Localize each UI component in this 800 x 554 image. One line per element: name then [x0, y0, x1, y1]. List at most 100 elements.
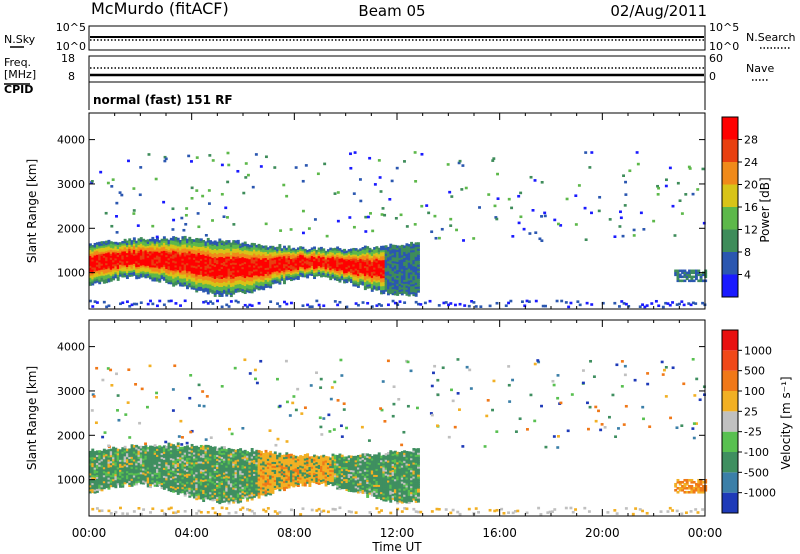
power-cell: [229, 274, 233, 278]
velocity-cell: [232, 491, 236, 494]
power-cell: [412, 261, 416, 265]
power-cell: [326, 251, 330, 254]
velocity-cell: [151, 463, 155, 467]
velocity-cell: [213, 446, 217, 449]
velocity-cell: [160, 448, 164, 452]
velocity-cell: [216, 476, 219, 479]
velocity-cell: [232, 483, 236, 486]
power-cell: [338, 278, 342, 281]
velocity-cell: [213, 476, 217, 479]
power-cell: [412, 247, 416, 251]
power-cell: [151, 264, 155, 268]
power-cell: [405, 273, 409, 276]
power-cell: [375, 258, 379, 261]
power-cell: [405, 293, 409, 296]
power-cell: [241, 248, 245, 252]
power-cell: [668, 166, 672, 170]
power-cell: [386, 290, 390, 294]
power-cell: [389, 287, 393, 291]
power-cell: [296, 251, 300, 255]
power-cell: [283, 255, 286, 259]
power-cell: [102, 259, 106, 262]
power-cell: [218, 264, 222, 268]
power-cell: [234, 276, 238, 279]
power-cell: [227, 292, 231, 295]
power-cell: [250, 254, 254, 258]
velocity-cell: [146, 456, 150, 460]
power-cell: [114, 271, 118, 275]
power-cell: [239, 277, 243, 281]
power-cell: [132, 263, 136, 266]
power-cell: [278, 246, 282, 249]
power-cell: [241, 264, 245, 268]
power-cell: [222, 279, 226, 282]
power-cell: [236, 263, 240, 267]
power-cell: [176, 243, 180, 247]
power-cell: [389, 291, 393, 295]
power-cell: [696, 188, 700, 191]
velocity-cell: [229, 498, 233, 502]
velocity-cell: [220, 496, 224, 499]
velocity-cell: [197, 474, 201, 478]
power-cell: [190, 264, 194, 268]
velocity-cell: [172, 444, 176, 447]
power-cell: [255, 278, 259, 282]
power-cell: [400, 254, 404, 258]
power-cell: [377, 247, 381, 251]
power-cell: [169, 245, 173, 249]
power-cell: [384, 247, 388, 250]
power-cell: [343, 280, 347, 284]
power-cell: [276, 264, 280, 268]
power-cell: [324, 268, 328, 272]
power-cell: [400, 266, 404, 270]
power-cell: [373, 284, 377, 288]
velocity-cell: [95, 482, 99, 485]
power-cell: [225, 270, 229, 273]
power-cell: [188, 248, 192, 252]
velocity-cell: [119, 463, 122, 466]
power-cell: [370, 277, 374, 280]
velocity-cell: [119, 471, 122, 474]
velocity-cell: [172, 452, 176, 455]
power-cell: [632, 228, 636, 232]
power-cell: [317, 259, 321, 263]
power-cell: [225, 290, 229, 293]
power-cell: [400, 292, 404, 296]
power-cell: [206, 291, 210, 295]
power-cell: [116, 250, 120, 253]
power-cell: [382, 287, 386, 291]
power-cell: [130, 268, 134, 271]
power-cell: [412, 253, 416, 257]
power-cell: [283, 277, 286, 281]
velocity-cell: [216, 468, 219, 471]
velocity-cell: [149, 483, 152, 487]
power-cell: [236, 289, 240, 293]
velocity-cell: [151, 481, 155, 485]
power-cell: [132, 212, 136, 215]
power-cell: [356, 277, 360, 280]
power-cell: [199, 246, 203, 249]
power-cell: [356, 263, 360, 266]
velocity-cell: [186, 461, 189, 464]
velocity-cell: [89, 486, 92, 490]
velocity-cell: [206, 482, 210, 486]
velocity-cell: [204, 496, 208, 500]
velocity-cell: [199, 450, 203, 454]
power-cell: [142, 274, 146, 278]
power-cell: [102, 263, 106, 266]
velocity-cell: [119, 453, 122, 456]
power-cell: [478, 206, 481, 209]
power-cell: [271, 253, 275, 257]
power-cell: [112, 271, 116, 275]
power-cell: [236, 247, 240, 251]
power-cell: [174, 238, 178, 242]
power-cell: [142, 260, 146, 264]
power-cell: [174, 302, 178, 305]
power-cell: [199, 278, 203, 281]
velocity-cell: [107, 451, 111, 454]
power-cell: [234, 284, 238, 287]
power-cell: [190, 256, 194, 260]
velocity-cell: [232, 477, 236, 480]
power-cell: [403, 251, 407, 254]
power-cell: [340, 275, 344, 279]
